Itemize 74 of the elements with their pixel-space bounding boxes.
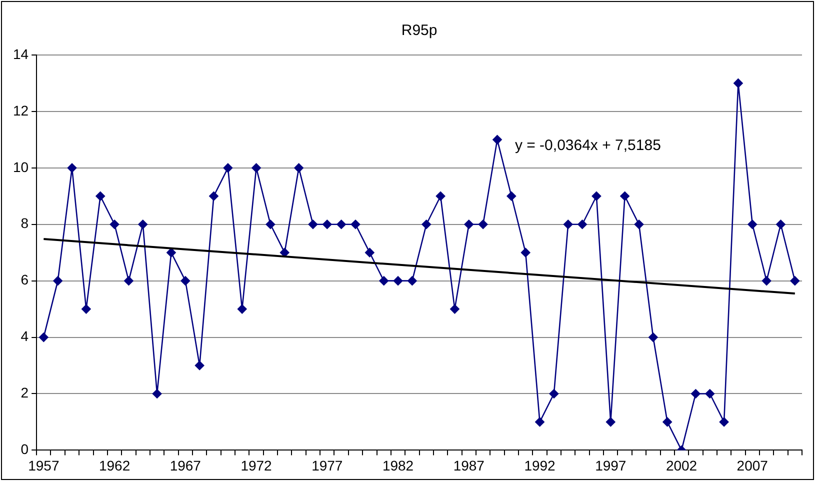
point bbox=[535, 417, 544, 427]
point bbox=[336, 220, 346, 230]
x-tick-label: 1977 bbox=[312, 457, 343, 474]
point bbox=[436, 191, 446, 201]
point bbox=[152, 389, 162, 398]
y-tick-label: 14 bbox=[12, 46, 29, 62]
point bbox=[96, 191, 106, 201]
point bbox=[67, 163, 77, 173]
y-tick-label: 6 bbox=[20, 272, 29, 288]
point bbox=[705, 389, 715, 398]
point bbox=[422, 220, 432, 230]
point bbox=[592, 191, 602, 201]
point bbox=[379, 276, 388, 286]
y-tick-label: 2 bbox=[20, 384, 29, 401]
point bbox=[350, 220, 360, 230]
point bbox=[634, 220, 644, 230]
point bbox=[82, 304, 91, 314]
point bbox=[662, 417, 672, 427]
point bbox=[578, 220, 587, 230]
x-tick-label: 1972 bbox=[240, 457, 272, 474]
annotation: y = -0,0364x + 7,5185 bbox=[514, 137, 661, 154]
point bbox=[266, 220, 276, 230]
point bbox=[762, 276, 772, 286]
point bbox=[308, 220, 318, 230]
point bbox=[520, 248, 530, 258]
point bbox=[776, 220, 786, 230]
point bbox=[252, 163, 261, 173]
x-tick-label: 1967 bbox=[170, 457, 202, 474]
point bbox=[322, 220, 332, 230]
point bbox=[691, 389, 700, 398]
point bbox=[166, 248, 176, 258]
x-tick-label: 1997 bbox=[595, 457, 626, 474]
point bbox=[124, 276, 134, 286]
chart-title: R95p bbox=[401, 22, 438, 40]
point bbox=[393, 276, 403, 286]
point bbox=[478, 220, 488, 230]
y-tick-label: 8 bbox=[20, 215, 29, 232]
point bbox=[734, 78, 743, 88]
point bbox=[450, 304, 460, 314]
x-tick-label: 2002 bbox=[666, 457, 698, 474]
point bbox=[180, 276, 190, 286]
point bbox=[138, 220, 148, 230]
point bbox=[237, 304, 247, 314]
point bbox=[790, 276, 800, 286]
point bbox=[620, 191, 630, 201]
point bbox=[280, 248, 290, 258]
x-tick-label: 1992 bbox=[524, 457, 556, 474]
point bbox=[606, 417, 616, 427]
y-tick-label: 12 bbox=[12, 102, 29, 118]
point bbox=[563, 220, 573, 230]
y-tick-label: 4 bbox=[20, 328, 29, 344]
point bbox=[408, 276, 417, 286]
point bbox=[719, 417, 729, 427]
point bbox=[492, 135, 502, 144]
point bbox=[464, 220, 474, 230]
point bbox=[365, 248, 374, 258]
y-tick-label: 0 bbox=[20, 441, 29, 458]
point bbox=[506, 191, 516, 201]
point bbox=[194, 360, 204, 370]
x-tick-label: 1957 bbox=[28, 457, 60, 474]
point bbox=[549, 389, 559, 398]
point bbox=[110, 220, 120, 230]
x-tick-label: 1987 bbox=[453, 457, 485, 474]
point bbox=[209, 191, 218, 201]
point bbox=[53, 276, 62, 286]
point bbox=[223, 163, 233, 173]
point bbox=[294, 163, 304, 173]
y-tick-label: 10 bbox=[12, 158, 29, 175]
x-tick-label: 1962 bbox=[98, 457, 130, 474]
x-tick-label: 1982 bbox=[382, 457, 414, 474]
point bbox=[648, 332, 658, 342]
point bbox=[748, 220, 758, 230]
point bbox=[39, 332, 48, 342]
x-tick-label: 2007 bbox=[736, 457, 768, 474]
